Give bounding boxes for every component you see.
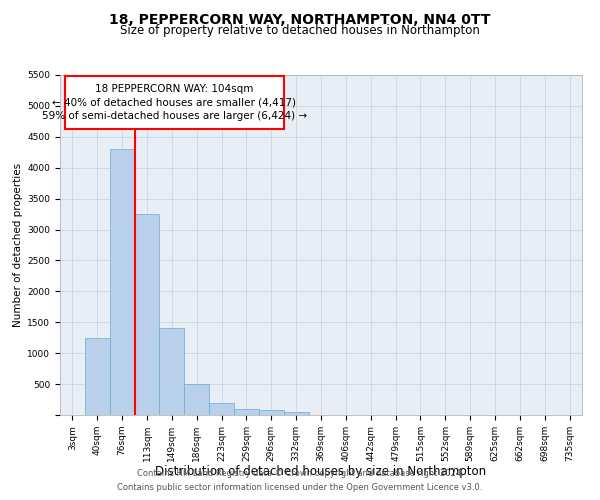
Bar [160, 328, 184, 415]
Y-axis label: Number of detached properties: Number of detached properties [13, 163, 23, 327]
Bar [184, 384, 209, 415]
Text: Contains public sector information licensed under the Open Government Licence v3: Contains public sector information licen… [118, 484, 482, 492]
Text: 18, PEPPERCORN WAY, NORTHAMPTON, NN4 0TT: 18, PEPPERCORN WAY, NORTHAMPTON, NN4 0TT [109, 12, 491, 26]
Bar [85, 338, 110, 415]
Bar [134, 214, 160, 415]
Bar [234, 409, 259, 415]
Bar [284, 412, 308, 415]
Bar [209, 402, 234, 415]
Text: Contains HM Land Registry data © Crown copyright and database right 2024.: Contains HM Land Registry data © Crown c… [137, 468, 463, 477]
Bar [110, 149, 134, 415]
Text: Size of property relative to detached houses in Northampton: Size of property relative to detached ho… [120, 24, 480, 37]
X-axis label: Distribution of detached houses by size in Northampton: Distribution of detached houses by size … [155, 466, 487, 478]
Bar [259, 410, 284, 415]
